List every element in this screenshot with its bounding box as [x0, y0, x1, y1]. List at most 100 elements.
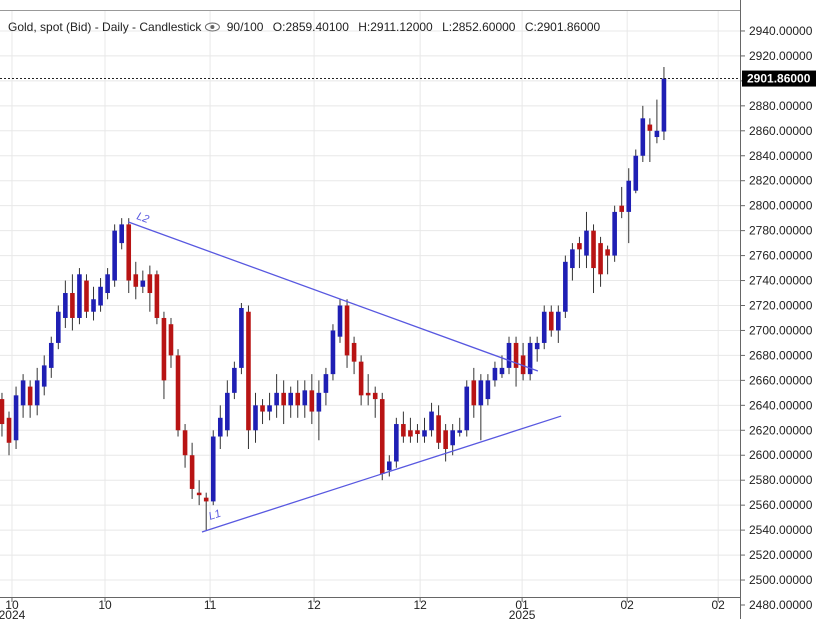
candle-body: [20, 380, 26, 406]
candle-body: [27, 386, 33, 406]
candle-body: [358, 361, 364, 396]
x-tick-year: 2025: [509, 608, 536, 619]
y-tick-label: 2920.00000: [749, 49, 813, 63]
candle-body: [394, 424, 399, 462]
y-tick-label: 2520.00000: [749, 548, 813, 562]
candle-body: [182, 430, 188, 456]
candle-body: [520, 355, 526, 375]
candle-body: [633, 155, 639, 191]
trendline-label: L2: [135, 210, 151, 225]
y-tick-label: 2660.00000: [749, 373, 813, 387]
candle-body: [239, 307, 244, 368]
price-axis-bg: [740, 0, 824, 619]
candle-body: [246, 311, 251, 431]
candle-body: [267, 405, 272, 412]
y-tick-label: 2600.00000: [749, 448, 813, 462]
candle-body: [506, 342, 512, 368]
time-axis-bg: [0, 597, 824, 619]
candle-body: [541, 311, 547, 343]
candle-body: [513, 342, 519, 368]
candle-body: [140, 280, 146, 287]
header-high: H:2911.12000: [358, 20, 433, 34]
eye-icon[interactable]: [204, 22, 220, 32]
candle-body: [379, 399, 385, 474]
y-tick-label: 2680.00000: [749, 348, 813, 362]
candle-body: [147, 274, 153, 294]
y-tick-label: 2820.00000: [749, 174, 813, 188]
candle-body: [464, 386, 470, 431]
x-tick-label: 02: [621, 598, 635, 612]
header-close: C:2901.86000: [525, 20, 601, 34]
candle-body: [422, 430, 427, 437]
header-title: Gold, spot (Bid) - Daily - Candlestick: [8, 20, 202, 34]
candle-body: [654, 130, 660, 138]
y-tick-label: 2740.00000: [749, 274, 813, 288]
candle-body: [316, 392, 322, 412]
candle-body: [626, 180, 632, 212]
candle-body: [372, 392, 378, 400]
candle-body: [436, 415, 441, 443]
candle-body: [605, 249, 610, 256]
candle-body: [619, 205, 624, 212]
candle-body: [6, 417, 12, 443]
candle-body: [281, 392, 286, 406]
candle-body: [647, 124, 653, 131]
candle-body: [563, 261, 568, 312]
candle-body: [457, 430, 463, 433]
candle-body: [485, 380, 491, 400]
candle-body: [450, 430, 455, 446]
candle-body: [56, 311, 61, 343]
trendline: [127, 221, 539, 372]
candle-body: [112, 230, 117, 281]
candle-body: [556, 311, 561, 331]
candle-body: [189, 455, 195, 489]
y-tick-label: 2640.00000: [749, 398, 813, 412]
y-tick-label: 2720.00000: [749, 298, 813, 312]
trendline: [201, 415, 562, 533]
candle-body: [217, 417, 223, 437]
candle-body: [365, 392, 371, 396]
candle-body: [429, 411, 434, 431]
candle-body: [330, 330, 336, 375]
x-tick-label: 12: [413, 598, 427, 612]
candle-body: [210, 436, 216, 502]
candle-body: [598, 243, 603, 275]
candle-body: [288, 392, 294, 406]
y-tick-label: 2860.00000: [749, 124, 813, 138]
candle-body: [401, 424, 406, 437]
candle-body: [175, 355, 181, 431]
candle-body: [105, 274, 110, 294]
candle-body: [98, 286, 103, 306]
candle-body: [337, 305, 343, 337]
candle-body: [84, 280, 89, 312]
candle-body: [323, 374, 329, 393]
candle-body: [295, 392, 301, 406]
header-quality: 90/100: [227, 20, 264, 34]
candle-body: [415, 430, 420, 435]
candle-body: [548, 311, 554, 331]
y-tick-label: 2580.00000: [749, 473, 813, 487]
y-tick-label: 2780.00000: [749, 224, 813, 238]
candle-body: [203, 497, 209, 502]
candle-body: [577, 243, 582, 250]
candle-body: [77, 274, 82, 318]
candle-body: [351, 342, 357, 362]
candle-body: [253, 405, 258, 431]
candle-body: [274, 392, 279, 406]
candle-body: [168, 324, 174, 356]
candle-body: [591, 230, 596, 269]
y-tick-label: 2940.00000: [749, 24, 813, 38]
y-tick-label: 2500.00000: [749, 573, 813, 587]
candle-body: [386, 461, 392, 471]
eye-outline: [204, 22, 220, 32]
candle-body: [499, 367, 505, 375]
candle-body: [309, 390, 315, 412]
candle-body: [640, 118, 646, 156]
candle-body: [225, 392, 230, 431]
candle-body: [119, 224, 124, 244]
header-low: L:2852.60000: [442, 20, 516, 34]
y-tick-label: 2480.00000: [749, 598, 813, 612]
candle-body: [232, 367, 237, 393]
candle-body: [41, 365, 47, 387]
